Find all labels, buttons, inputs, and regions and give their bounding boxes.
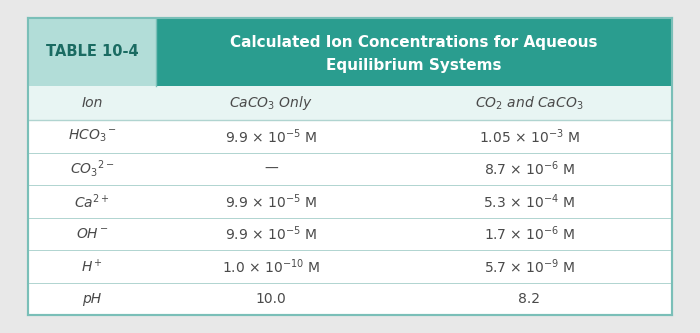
Text: CO$_3$$^{2-}$: CO$_3$$^{2-}$ bbox=[70, 158, 114, 179]
FancyBboxPatch shape bbox=[156, 18, 672, 86]
Text: —: — bbox=[264, 162, 278, 176]
Text: H$^+$: H$^+$ bbox=[81, 258, 103, 275]
Text: 8.7 $\times$ 10$^{-6}$ M: 8.7 $\times$ 10$^{-6}$ M bbox=[484, 160, 575, 178]
Text: 8.2: 8.2 bbox=[518, 292, 540, 306]
Text: 1.05 $\times$ 10$^{-3}$ M: 1.05 $\times$ 10$^{-3}$ M bbox=[479, 127, 580, 146]
FancyBboxPatch shape bbox=[28, 18, 672, 315]
Text: Ca$^{2+}$: Ca$^{2+}$ bbox=[74, 192, 110, 210]
Text: 1.7 $\times$ 10$^{-6}$ M: 1.7 $\times$ 10$^{-6}$ M bbox=[484, 224, 575, 243]
Text: Equilibrium Systems: Equilibrium Systems bbox=[326, 58, 502, 73]
Text: CaCO$_3$ Only: CaCO$_3$ Only bbox=[229, 94, 313, 112]
Text: OH$^-$: OH$^-$ bbox=[76, 227, 108, 241]
Text: pH: pH bbox=[83, 292, 102, 306]
FancyBboxPatch shape bbox=[28, 18, 156, 86]
Text: 9.9 $\times$ 10$^{-5}$ M: 9.9 $\times$ 10$^{-5}$ M bbox=[225, 127, 317, 146]
Text: Ion: Ion bbox=[81, 96, 103, 110]
Text: 10.0: 10.0 bbox=[256, 292, 286, 306]
Text: 5.3 $\times$ 10$^{-4}$ M: 5.3 $\times$ 10$^{-4}$ M bbox=[483, 192, 575, 210]
Text: Calculated Ion Concentrations for Aqueous: Calculated Ion Concentrations for Aqueou… bbox=[230, 35, 598, 50]
Text: 9.9 $\times$ 10$^{-5}$ M: 9.9 $\times$ 10$^{-5}$ M bbox=[225, 192, 317, 210]
Text: 9.9 $\times$ 10$^{-5}$ M: 9.9 $\times$ 10$^{-5}$ M bbox=[225, 224, 317, 243]
Text: 1.0 $\times$ 10$^{-10}$ M: 1.0 $\times$ 10$^{-10}$ M bbox=[222, 257, 320, 275]
Text: TABLE 10-4: TABLE 10-4 bbox=[46, 45, 139, 60]
Text: CO$_2$ and CaCO$_3$: CO$_2$ and CaCO$_3$ bbox=[475, 94, 583, 112]
Text: HCO$_3$$^-$: HCO$_3$$^-$ bbox=[67, 128, 116, 145]
Text: 5.7 $\times$ 10$^{-9}$ M: 5.7 $\times$ 10$^{-9}$ M bbox=[484, 257, 575, 275]
FancyBboxPatch shape bbox=[28, 86, 672, 120]
